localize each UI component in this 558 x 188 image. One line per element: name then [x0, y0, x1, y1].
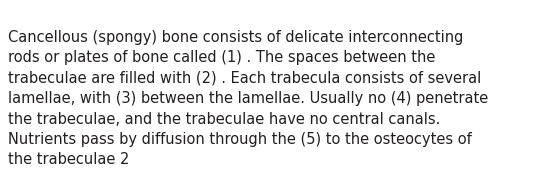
Text: Cancellous (spongy) bone consists of delicate interconnecting
rods or plates of : Cancellous (spongy) bone consists of del…	[8, 30, 489, 168]
